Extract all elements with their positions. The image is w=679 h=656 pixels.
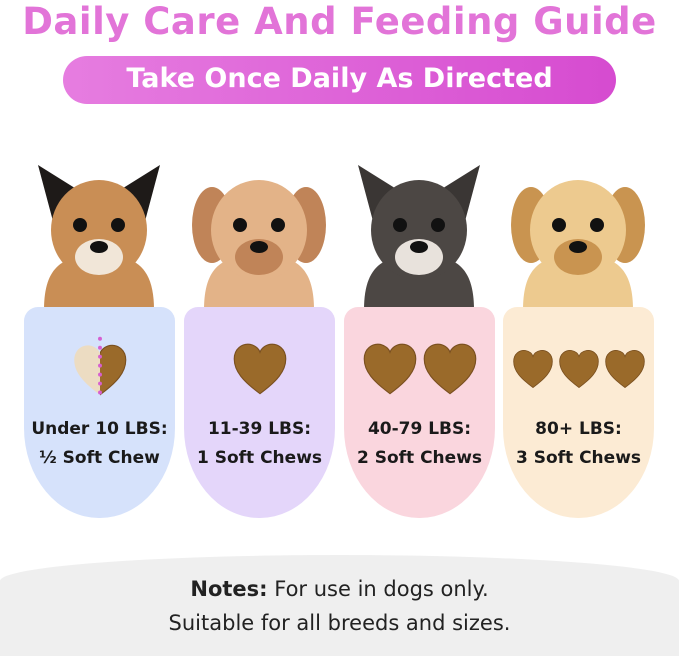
weight-range: 11-39 LBS:: [207, 419, 312, 439]
dog-photo-poodle: [184, 145, 334, 310]
soft-chew-icon: [363, 343, 416, 395]
chew-icons: [344, 339, 495, 399]
dosage-card: 40-79 LBS: 2 Soft Chews: [344, 307, 495, 518]
dose-amount: 1 Soft Chews: [196, 448, 323, 468]
dog-photo-chihuahua: [24, 145, 174, 310]
dose-amount: ½ Soft Chew: [39, 448, 160, 468]
chew-icons: [184, 339, 335, 399]
page-title: Daily Care And Feeding Guide: [22, 0, 657, 43]
dog-photo-golden-retriever: [503, 145, 653, 310]
notes-text: Notes: For use in dogs only. Suitable fo…: [0, 572, 679, 640]
dosage-card: 11-39 LBS: 1 Soft Chews: [184, 307, 335, 518]
dose-amount: 2 Soft Chews: [356, 448, 483, 468]
soft-chew-icon: [604, 350, 645, 389]
notes-line-2: Suitable for all breeds and sizes.: [168, 611, 511, 635]
dog-photo-french-bulldog: [344, 145, 494, 310]
weight-range: 80+ LBS:: [535, 419, 622, 439]
soft-chew-icon: [233, 343, 286, 395]
subtitle-banner: Take Once Daily As Directed: [63, 56, 616, 104]
chew-icons: [503, 339, 654, 399]
soft-chew-icon: [423, 343, 476, 395]
notes-panel: [0, 555, 679, 656]
half-soft-chew-icon: [73, 336, 126, 396]
weight-range: 40-79 LBS:: [367, 419, 472, 439]
dosage-card: 80+ LBS: 3 Soft Chews: [503, 307, 654, 518]
dosage-card: Under 10 LBS: ½ Soft Chew: [24, 307, 175, 518]
soft-chew-icon: [558, 350, 599, 389]
soft-chew-icon: [512, 350, 553, 389]
notes-label: Notes:: [190, 577, 268, 601]
weight-range: Under 10 LBS:: [31, 419, 168, 439]
chew-icons: [24, 336, 175, 399]
dose-amount: 3 Soft Chews: [515, 448, 642, 468]
notes-line-1: For use in dogs only.: [267, 577, 489, 601]
